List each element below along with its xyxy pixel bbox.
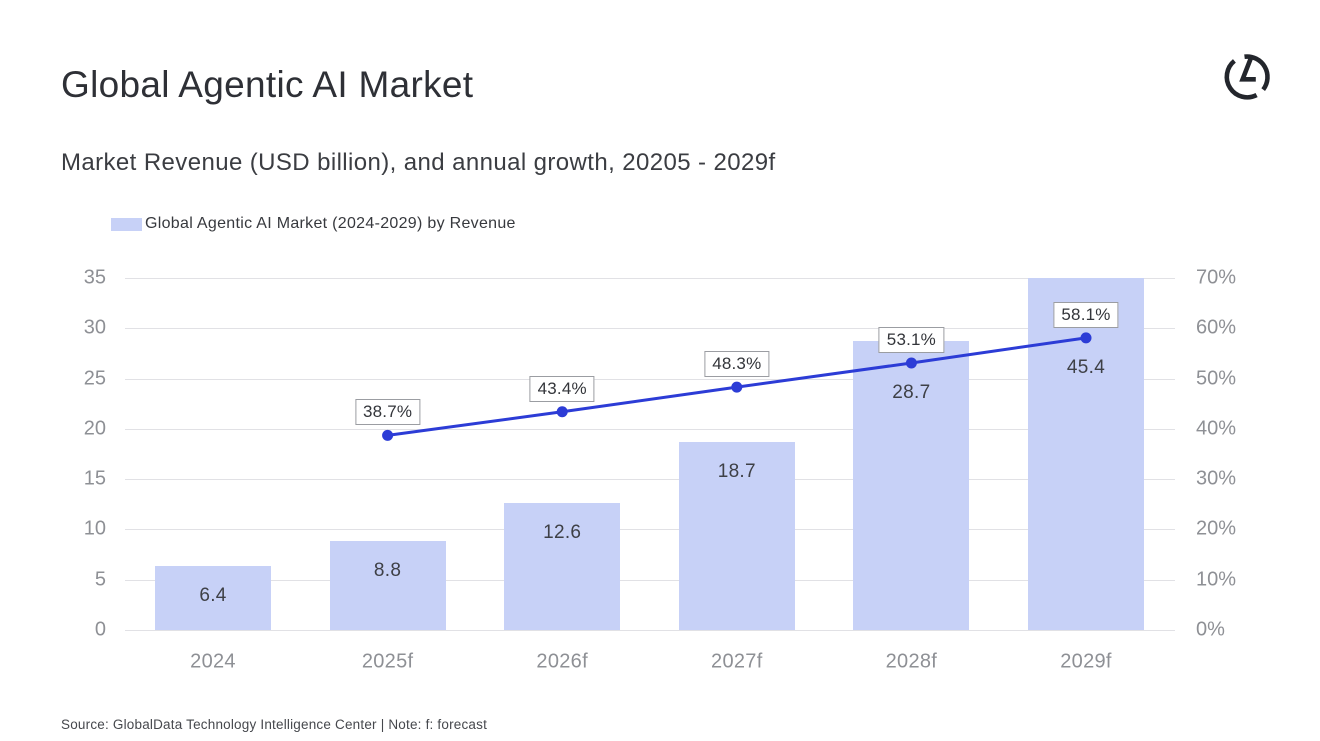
y-axis-right-tick: 0%: [1196, 618, 1225, 641]
y-axis-left-tick: 25: [83, 367, 106, 390]
y-axis-left-tick: 30: [83, 316, 106, 339]
growth-point: [1080, 332, 1092, 344]
y-axis-right-tick: 40%: [1196, 417, 1237, 440]
y-axis-left-tick: 35: [83, 266, 106, 289]
bar-value-label: 45.4: [1066, 356, 1106, 378]
gridline: [125, 479, 1175, 481]
y-axis-right-tick: 10%: [1196, 568, 1237, 591]
globaldata-logo-svg: [1224, 54, 1270, 100]
growth-value-label: 38.7%: [354, 399, 421, 426]
bar-value-label: 18.7: [717, 460, 756, 482]
growth-point: [731, 381, 743, 393]
x-axis-label-2024: 2024: [190, 650, 236, 673]
gridline: [125, 579, 1175, 581]
x-axis-label-2025f: 2025f: [361, 650, 414, 673]
y-axis-left-tick: 15: [83, 467, 106, 490]
growth-point: [905, 357, 917, 369]
legend: Global Agentic AI Market (2024-2029) by …: [111, 215, 516, 233]
growth-value-label: 43.4%: [529, 375, 595, 402]
bar-value-label: 28.7: [892, 381, 931, 403]
growth-point: [382, 429, 394, 441]
gridline: [125, 428, 1175, 430]
growth-value-label: 48.3%: [704, 351, 770, 378]
bar-2026f: [504, 503, 621, 630]
bar-2027f: [678, 441, 795, 630]
x-axis-label-2028f: 2028f: [885, 650, 938, 673]
bar-value-label: 8.8: [373, 560, 402, 582]
bar-value-label: 6.4: [199, 584, 227, 606]
y-axis-left-tick: 0: [94, 618, 106, 641]
gridline: [125, 378, 1175, 380]
x-axis-label-2027f: 2027f: [711, 650, 763, 673]
x-axis-label-2029f: 2029f: [1060, 650, 1112, 673]
y-axis-right-tick: 20%: [1196, 517, 1237, 540]
growth-point: [556, 406, 568, 418]
y-axis-right-tick: 50%: [1196, 367, 1237, 390]
growth-value-label: 58.1%: [1053, 301, 1119, 328]
bar-value-label: 12.6: [543, 522, 582, 544]
y-axis-left-tick: 20: [83, 417, 106, 440]
bar-2028f: [853, 341, 970, 630]
legend-swatch: [111, 217, 142, 231]
bar-2025f: [329, 541, 446, 630]
page-title: Global Agentic AI Market: [61, 64, 474, 105]
bar-2024: [155, 565, 271, 630]
globaldata-logo-icon: [1221, 51, 1273, 103]
gridline: [125, 630, 1175, 631]
gridline: [125, 529, 1175, 531]
chart-subtitle: Market Revenue (USD billion), and annual…: [61, 149, 776, 176]
gridline: [125, 328, 1175, 330]
gridline: [125, 278, 1175, 279]
y-axis-right-tick: 60%: [1196, 316, 1237, 339]
x-axis-label-2026f: 2026f: [536, 650, 588, 673]
legend-label: Global Agentic AI Market (2024-2029) by …: [145, 215, 516, 232]
y-axis-left-tick: 10: [83, 517, 106, 540]
source-note: Source: GlobalData Technology Intelligen…: [61, 717, 488, 732]
y-axis-left-tick: 5: [94, 568, 106, 591]
y-axis-right-tick: 70%: [1196, 266, 1237, 289]
y-axis-right-tick: 30%: [1196, 467, 1237, 490]
growth-value-label: 53.1%: [878, 326, 944, 353]
